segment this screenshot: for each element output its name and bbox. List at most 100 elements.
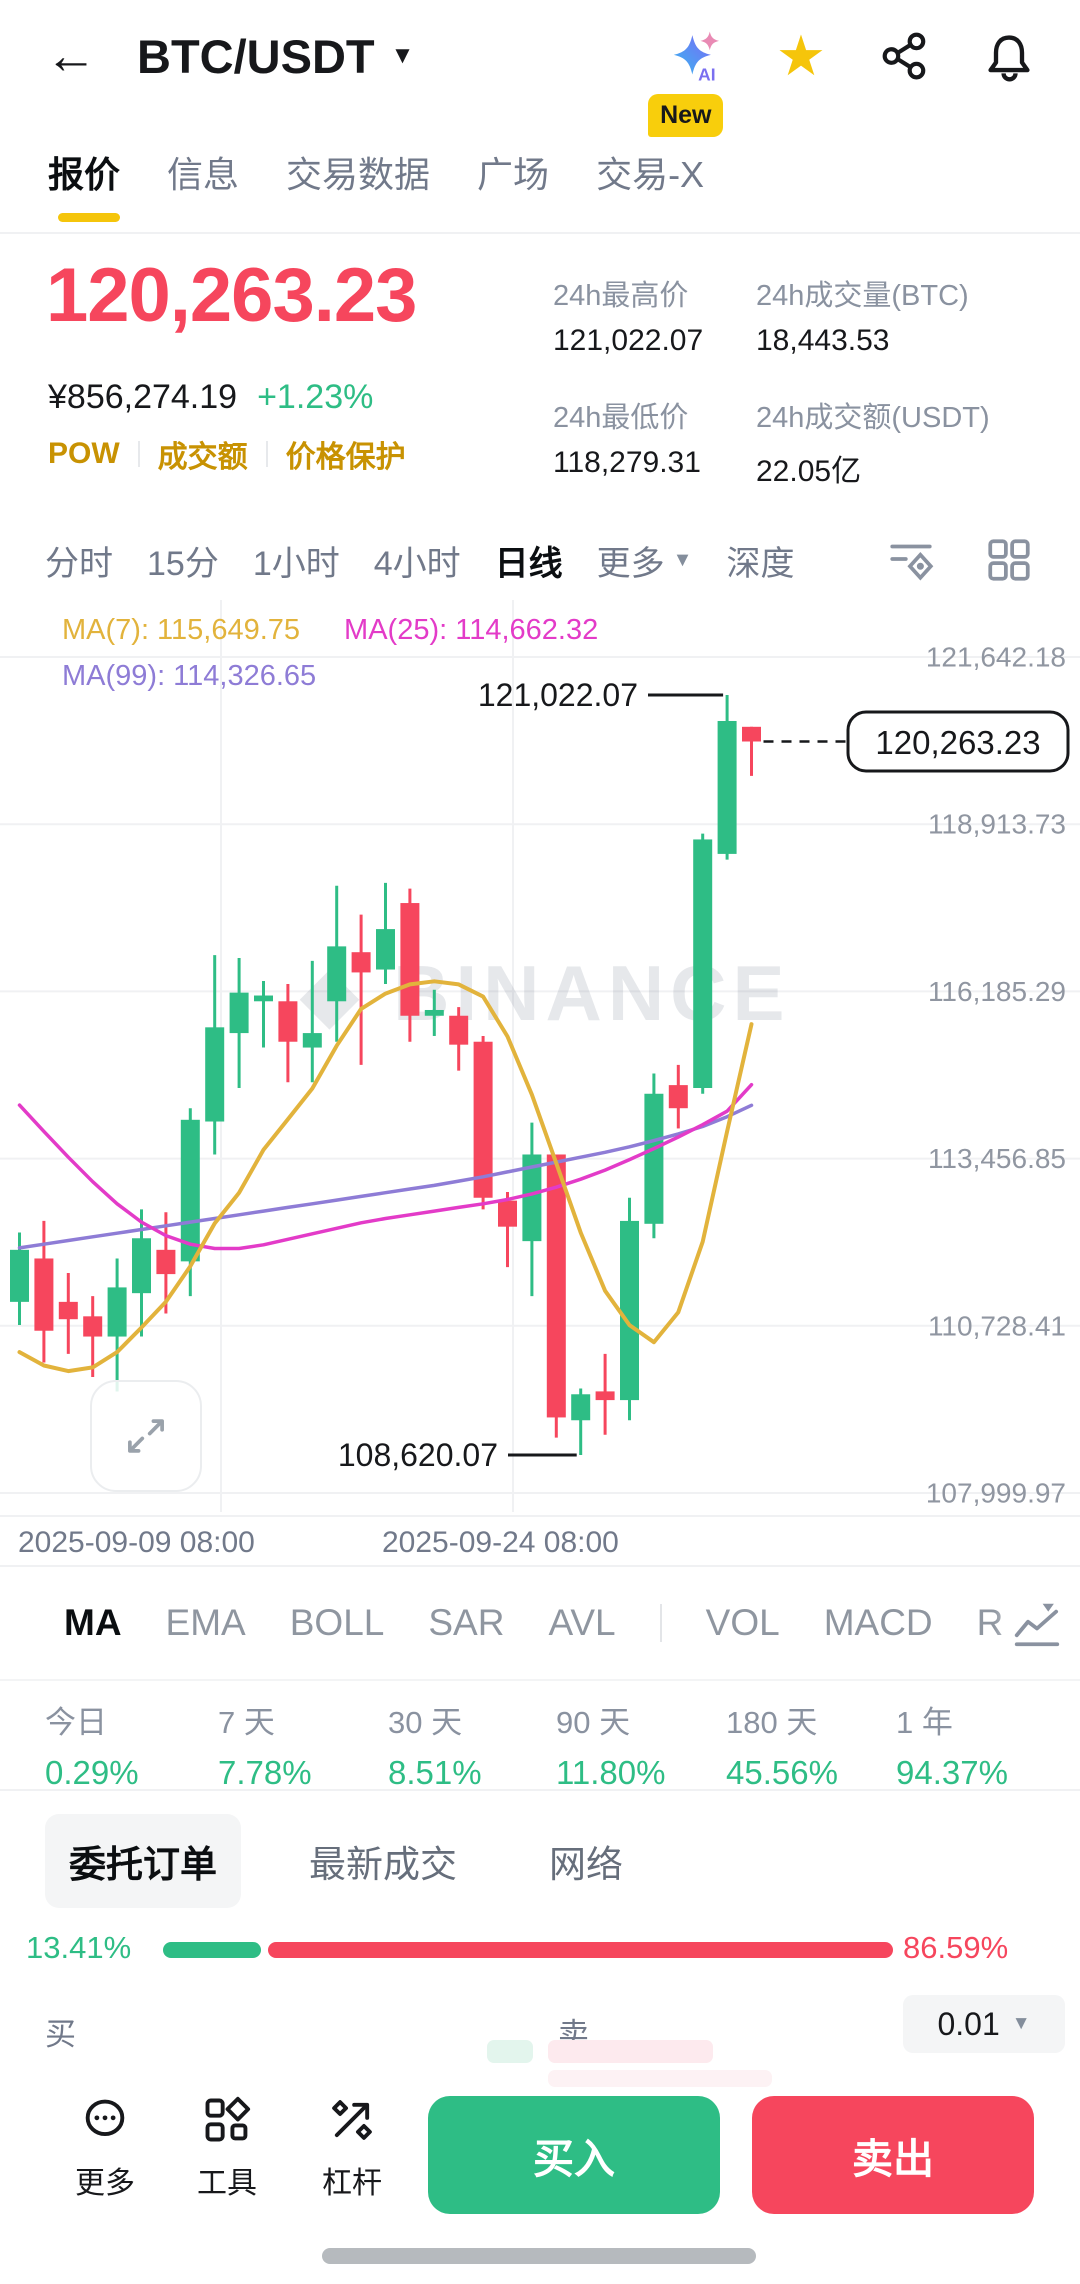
chevron-down-icon: ▼ bbox=[672, 548, 693, 571]
tab-recent-trades[interactable]: 最新成交 bbox=[309, 1844, 457, 1885]
tab-quote[interactable]: 报价 bbox=[48, 112, 121, 232]
x-axis-label: 2025-09-09 08:00 bbox=[18, 1526, 255, 1559]
candle bbox=[156, 1249, 176, 1275]
indicator-avl[interactable]: AVL bbox=[548, 1602, 616, 1643]
candle bbox=[83, 1316, 103, 1337]
perf-180d: 180 天 45.56% bbox=[726, 1705, 838, 1791]
ratio-bar bbox=[163, 1942, 893, 1958]
tag-price-protection[interactable]: 价格保护 bbox=[285, 441, 406, 474]
ma25-label: MA(25): 114,662.32 bbox=[344, 614, 599, 646]
perf-30d: 30 天 8.51% bbox=[388, 1705, 482, 1791]
indicator-settings-icon[interactable] bbox=[885, 534, 937, 586]
candle bbox=[473, 1041, 493, 1198]
tab-info[interactable]: 信息 bbox=[167, 154, 240, 195]
tab-trading-data[interactable]: 交易数据 bbox=[286, 154, 431, 195]
ma99-label: MA(99): 114,326.65 bbox=[62, 660, 317, 692]
perf-90d: 90 天 11.80% bbox=[556, 1705, 666, 1791]
tf-4h[interactable]: 4小时 bbox=[373, 544, 461, 583]
last-price: 120,263.23 bbox=[46, 253, 417, 338]
candle bbox=[571, 1394, 591, 1421]
main-tabs: 报价 信息 交易数据 广场 交易-X New bbox=[0, 94, 1080, 234]
y-axis-label: 116,185.29 bbox=[928, 976, 1066, 1007]
tab-square[interactable]: 广场 bbox=[477, 154, 550, 195]
indicator-ema[interactable]: EMA bbox=[165, 1602, 246, 1643]
x-axis-label: 2025-09-24 08:00 bbox=[382, 1526, 619, 1559]
stat-24h-volume-btc: 24h成交量(BTC) 18,443.53 bbox=[756, 280, 969, 357]
leverage-icon bbox=[332, 2100, 372, 2140]
y-axis-label: 107,999.97 bbox=[926, 1478, 1066, 1509]
depth-row-sell bbox=[548, 2040, 713, 2063]
candle bbox=[180, 1119, 200, 1262]
tf-more[interactable]: 更多 ▼ bbox=[596, 544, 693, 583]
tab-trade-x[interactable]: 交易-X New bbox=[596, 94, 724, 232]
more-button[interactable]: 更多 bbox=[50, 2094, 160, 2202]
tf-15m[interactable]: 15分 bbox=[147, 544, 219, 583]
candle bbox=[668, 1085, 688, 1109]
share-icon[interactable] bbox=[876, 27, 934, 85]
ma-legend-row2: MA(99): 114,326.65 bbox=[62, 660, 316, 693]
orderbook-header: 买 卖 0.01 ▼ bbox=[0, 1995, 1080, 2059]
new-badge: New bbox=[648, 94, 724, 137]
pair-title: BTC/USDT bbox=[137, 29, 375, 83]
low-annotation: 108,620.07 bbox=[338, 1437, 498, 1473]
stat-24h-low: 24h最低价 118,279.31 bbox=[553, 402, 701, 479]
indicator-macd[interactable]: MACD bbox=[823, 1602, 933, 1643]
candle bbox=[132, 1238, 151, 1294]
leverage-button[interactable]: 杠杆 bbox=[297, 2094, 407, 2202]
perf-1y: 1 年 94.37% bbox=[896, 1705, 1008, 1791]
stat-24h-high: 24h最高价 121,022.07 bbox=[553, 280, 704, 357]
favorite-star-icon[interactable]: ★ bbox=[775, 24, 827, 87]
tools-button[interactable]: 工具 bbox=[172, 2094, 282, 2202]
sell-button[interactable]: 卖出 bbox=[752, 2096, 1034, 2214]
candle bbox=[717, 720, 737, 854]
tab-network[interactable]: 网络 bbox=[549, 1844, 623, 1885]
fullscreen-expand-icon[interactable] bbox=[90, 1380, 202, 1492]
chart-canvas[interactable]: ◆ BINANCE 121,022.07 108,620.07 120,263.23 1… bbox=[0, 600, 1080, 1515]
ai-assistant-icon[interactable]: AI bbox=[668, 27, 726, 85]
buy-ratio-label: 13.41% bbox=[26, 1930, 132, 1965]
grid-layout-icon[interactable] bbox=[983, 534, 1035, 586]
sell-ratio-bar bbox=[267, 1942, 893, 1958]
quote-section: 120,263.23 ¥856,274.19 +1.23% POW 成交额 价格… bbox=[0, 236, 1080, 520]
indicator-boll[interactable]: BOLL bbox=[289, 1602, 385, 1643]
buy-column-label: 买 bbox=[45, 2017, 76, 2052]
candle bbox=[278, 1001, 298, 1042]
candle bbox=[254, 995, 273, 1002]
notification-bell-icon[interactable] bbox=[980, 27, 1038, 85]
x-axis: 2025-09-09 08:00 2025-09-24 08:00 bbox=[0, 1515, 1080, 1567]
perf-today: 今日 0.29% bbox=[45, 1705, 139, 1791]
ma7-label: MA(7): 115,649.75 bbox=[62, 614, 301, 646]
tag-volume[interactable]: 成交额 bbox=[157, 441, 248, 474]
tag-pow[interactable]: POW bbox=[48, 437, 120, 470]
back-icon[interactable]: ← bbox=[45, 27, 97, 85]
tf-depth[interactable]: 深度 bbox=[726, 544, 795, 583]
current-price-box bbox=[846, 710, 1070, 773]
indicator-ma[interactable]: MA bbox=[64, 1602, 122, 1643]
indicator-chart-icon[interactable] bbox=[994, 1581, 1080, 1667]
candle bbox=[546, 1154, 566, 1418]
top-bar: ← BTC/USDT ▼ AI ★ bbox=[0, 0, 1080, 112]
chevron-down-icon: ▼ bbox=[390, 42, 415, 69]
tf-minute[interactable]: 分时 bbox=[45, 544, 113, 583]
candle bbox=[742, 726, 761, 742]
tf-daily[interactable]: 日线 bbox=[494, 544, 563, 583]
candlestick-chart: ◆ BINANCE 121,022.07 108,620.07 120,263.23 1… bbox=[0, 600, 1080, 1515]
perf-7d: 7 天 7.78% bbox=[218, 1705, 312, 1791]
bottom-action-bar: 更多 工具 杠杆 买入 卖出 bbox=[0, 2088, 1080, 2238]
pair-selector[interactable]: BTC/USDT ▼ bbox=[137, 29, 414, 84]
tab-order-book[interactable]: 委托订单 bbox=[45, 1814, 241, 1908]
ma-legend-row1: MA(7): 115,649.75 MA(25): 114,662.32 bbox=[62, 614, 598, 647]
candle bbox=[376, 929, 395, 970]
tf-1h[interactable]: 1小时 bbox=[252, 544, 340, 583]
stat-24h-turnover-usdt: 24h成交额(USDT) 22.05亿 bbox=[756, 402, 990, 488]
buy-ratio-bar bbox=[163, 1942, 261, 1958]
candle bbox=[620, 1220, 639, 1401]
candle bbox=[400, 903, 420, 1016]
buy-button[interactable]: 买入 bbox=[428, 2096, 720, 2214]
indicator-sar[interactable]: SAR bbox=[428, 1602, 505, 1643]
candle bbox=[498, 1200, 517, 1227]
tick-size-dropdown[interactable]: 0.01 ▼ bbox=[903, 1995, 1065, 2053]
binance-watermark: ◆ BINANCE bbox=[300, 949, 791, 1037]
indicator-vol[interactable]: VOL bbox=[705, 1602, 780, 1643]
